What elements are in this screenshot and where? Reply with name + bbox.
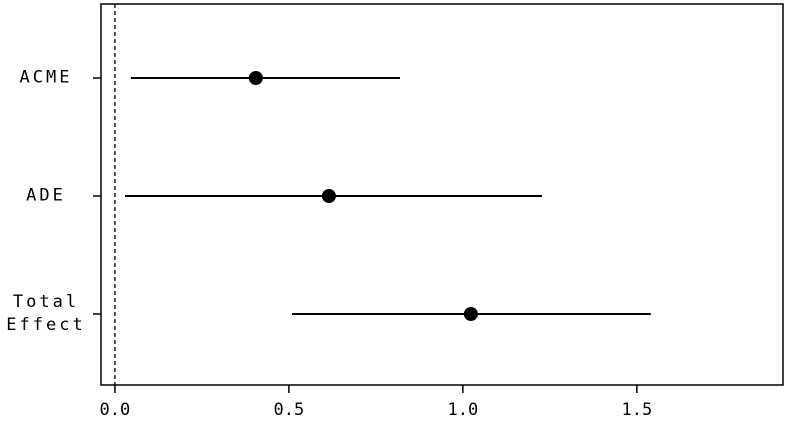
y-tick-label: ADE: [26, 185, 66, 206]
x-tick-label: 1.0: [448, 400, 479, 420]
y-tick-label: ACME: [19, 67, 73, 88]
point-estimate: [321, 189, 336, 203]
point-estimate: [463, 307, 478, 321]
x-tick-label: 0.5: [274, 400, 305, 420]
x-tick-label: 0.0: [100, 400, 131, 420]
x-tick-label: 1.5: [621, 400, 652, 420]
plot-frame: [100, 3, 784, 386]
y-tick-label: Total Effect: [6, 292, 86, 335]
point-estimate: [248, 71, 263, 85]
